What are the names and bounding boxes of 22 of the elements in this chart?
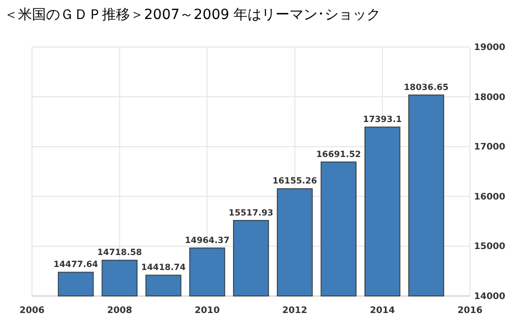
data-label: 14964.37: [184, 236, 230, 246]
y-tick-label: 17000: [474, 142, 505, 153]
x-tick-label: 2016: [457, 306, 483, 316]
y-tick-label: 14000: [474, 292, 505, 302]
data-label: 16691.52: [316, 150, 361, 160]
data-label: 15517.93: [228, 208, 274, 218]
x-tick-label: 2006: [19, 306, 45, 316]
data-label: 14418.74: [141, 263, 186, 274]
x-tick-label: 2012: [282, 306, 308, 316]
y-tick-label: 16000: [474, 192, 505, 202]
y-tick-label: 19000: [474, 43, 505, 53]
data-label: 18036.65: [404, 82, 449, 93]
x-tick-label: 2008: [107, 306, 132, 316]
data-label: 17393.1: [363, 115, 402, 126]
data-label: 14718.58: [97, 248, 142, 258]
y-tick-label: 15000: [474, 242, 505, 252]
data-label: 16155.26: [272, 176, 318, 187]
x-tick-label: 2014: [370, 306, 395, 316]
x-tick-label: 2010: [194, 306, 220, 316]
title: ＜米国のＧＤＰ推移＞2007～2009 年はリーマン･ショック: [4, 7, 381, 23]
data-label: 14477.64: [53, 260, 98, 270]
y-tick-label: 18000: [474, 92, 505, 103]
